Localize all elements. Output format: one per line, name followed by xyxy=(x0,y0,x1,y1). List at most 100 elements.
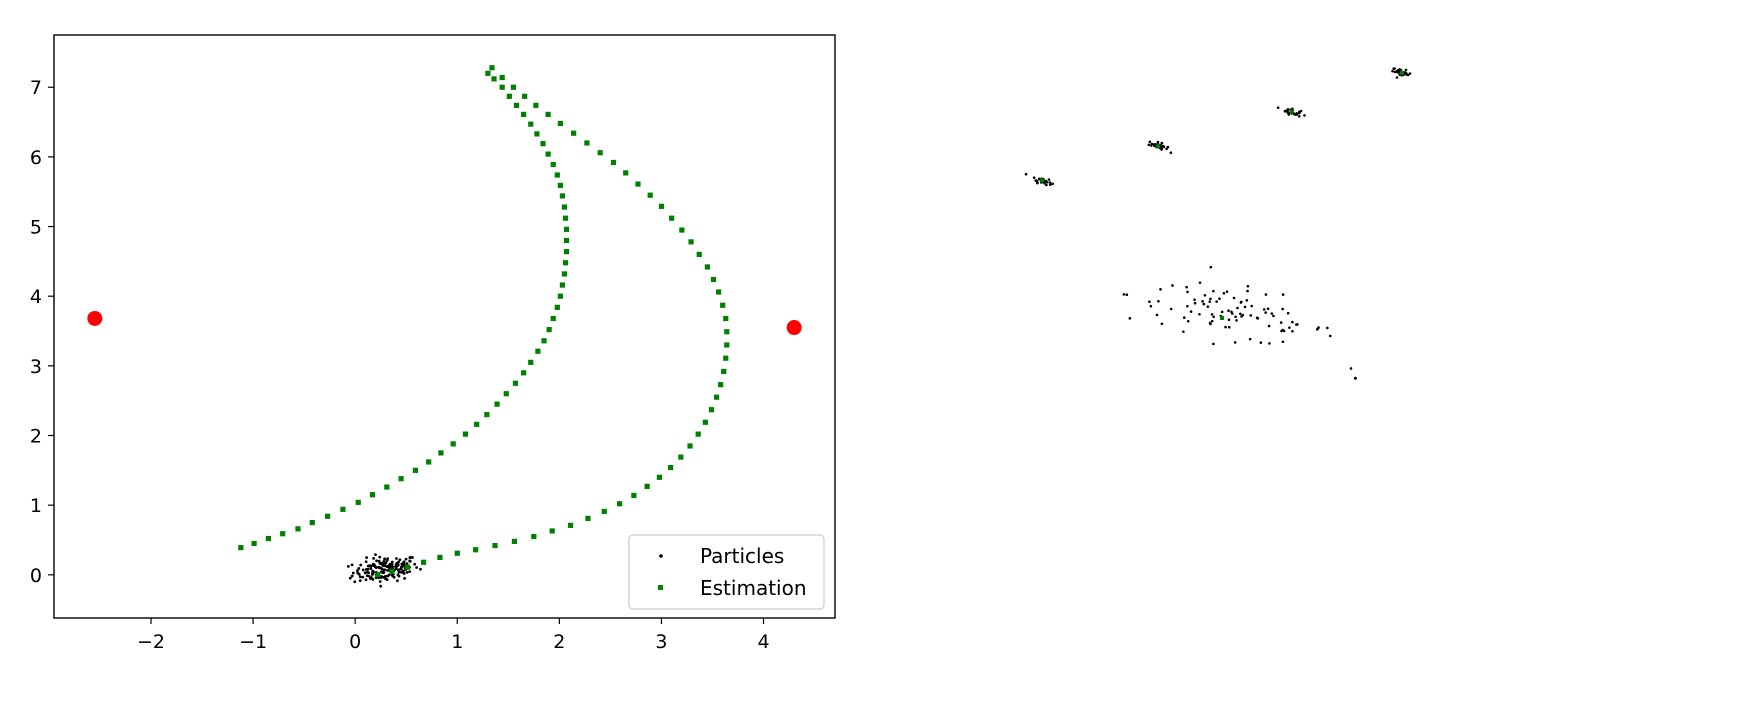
estimation-point xyxy=(554,172,560,178)
particle-point xyxy=(1193,298,1196,302)
particle-point xyxy=(1276,106,1280,110)
estimation-point xyxy=(563,237,570,244)
particle-point xyxy=(398,558,402,562)
estimation-point xyxy=(511,538,518,544)
estimation-point xyxy=(404,564,410,570)
particle-point xyxy=(1408,72,1412,75)
x-tick-label: 0 xyxy=(349,631,361,653)
x-tick-label: 4 xyxy=(757,631,769,653)
particle-point xyxy=(359,563,363,567)
estimation-point xyxy=(375,572,381,578)
estimation-point xyxy=(522,93,528,99)
left-scatter-plot: −2 −1 0 1 2 3 4 0 1 2 3 4 5 6 7 Particles Estimation xyxy=(30,34,836,653)
particle-point xyxy=(1236,306,1239,310)
estimation-point xyxy=(658,203,665,209)
particle-point xyxy=(1160,322,1164,326)
particle-point xyxy=(1245,299,1249,302)
particle-point xyxy=(401,569,405,573)
estimation-point xyxy=(528,359,534,365)
estimation-point xyxy=(454,550,460,556)
estimation-point xyxy=(513,102,520,108)
particle-point xyxy=(396,563,400,567)
particle-point xyxy=(1160,141,1164,145)
estimation-point xyxy=(484,412,490,418)
estimation-point xyxy=(720,302,726,308)
landmark-point xyxy=(87,310,103,326)
particle-point xyxy=(1209,297,1212,301)
particle-point xyxy=(361,575,365,579)
estimation-point xyxy=(494,401,500,407)
estimation-point xyxy=(280,531,286,537)
particle-point xyxy=(1281,293,1285,296)
estimation-point xyxy=(723,355,729,361)
estimation-point xyxy=(563,249,570,255)
particle-point xyxy=(1186,305,1189,308)
legend: Particles Estimation xyxy=(628,534,825,610)
estimation-point xyxy=(325,513,331,519)
particle-point xyxy=(1291,329,1294,333)
estimation-point xyxy=(721,368,727,375)
estimation-point xyxy=(562,260,569,266)
estimation-point xyxy=(369,492,376,498)
particle-point xyxy=(378,561,382,565)
particle-point xyxy=(1224,325,1227,329)
particle-point xyxy=(363,571,367,575)
particle-point xyxy=(1299,109,1303,113)
particle-point xyxy=(380,575,383,578)
estimation-layer xyxy=(238,65,730,578)
particle-point xyxy=(1326,326,1329,330)
particle-point xyxy=(1171,284,1174,287)
particle-point xyxy=(394,567,398,570)
estimation-point xyxy=(702,419,708,425)
estimation-point xyxy=(656,474,663,480)
estimation-point xyxy=(528,121,534,127)
particle-point xyxy=(1208,300,1212,303)
particle-point xyxy=(1182,316,1186,319)
estimation-point xyxy=(238,545,244,551)
particle-point xyxy=(1048,183,1052,186)
particle-point xyxy=(1047,178,1051,181)
estimation-point xyxy=(557,182,563,189)
particle-point xyxy=(358,575,362,579)
particle-point xyxy=(1212,289,1215,293)
particle-point xyxy=(1268,342,1271,345)
estimation-point xyxy=(559,282,566,288)
particle-point xyxy=(1147,143,1151,147)
particle-point xyxy=(1249,314,1253,317)
estimation-point xyxy=(563,226,570,232)
particle-point xyxy=(1193,301,1197,305)
estimation-point xyxy=(679,227,685,233)
x-tick-label: −1 xyxy=(239,631,267,653)
particle-point xyxy=(348,576,352,580)
particle-point xyxy=(1240,300,1243,304)
particle-point xyxy=(382,559,386,563)
particle-point xyxy=(1227,309,1230,312)
particle-point xyxy=(1298,111,1301,115)
particle-point xyxy=(1160,147,1164,150)
particle-point xyxy=(378,555,382,559)
estimation-point xyxy=(1156,144,1161,148)
particle-point xyxy=(1212,342,1215,346)
particle-point xyxy=(1240,315,1243,318)
particle-point xyxy=(1317,326,1320,329)
particle-point xyxy=(364,560,368,564)
right-particles-layer xyxy=(1024,67,1412,380)
estimation-point xyxy=(554,304,560,310)
particle-point xyxy=(356,571,360,575)
y-axis-ticks: 0 1 2 3 4 5 6 7 xyxy=(30,77,54,587)
particle-point xyxy=(1239,312,1242,316)
particle-point xyxy=(1203,293,1207,297)
particle-point xyxy=(1406,73,1410,77)
particle-point xyxy=(1246,289,1249,293)
particle-point xyxy=(415,566,419,569)
particle-point xyxy=(374,553,377,557)
estimation-point xyxy=(1289,109,1294,114)
particle-point xyxy=(403,577,406,580)
y-tick-label: 1 xyxy=(30,495,42,517)
particles-layer xyxy=(346,553,422,588)
particle-point xyxy=(386,568,389,572)
estimation-point xyxy=(631,492,637,499)
particle-point xyxy=(1281,340,1285,344)
particle-point xyxy=(385,578,389,582)
